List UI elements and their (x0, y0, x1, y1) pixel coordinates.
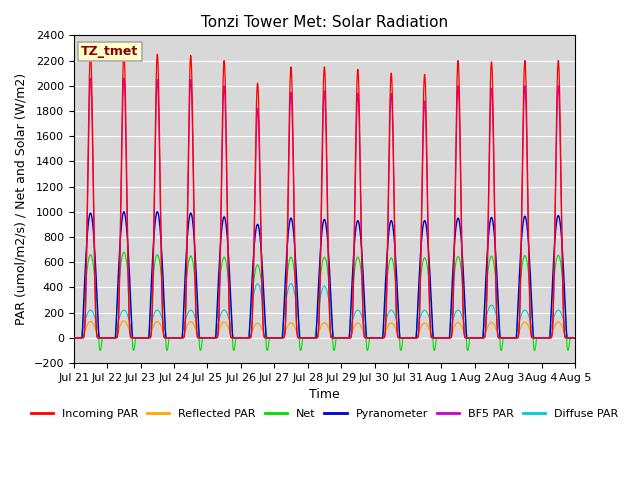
Legend: Incoming PAR, Reflected PAR, Net, Pyranometer, BF5 PAR, Diffuse PAR: Incoming PAR, Reflected PAR, Net, Pyrano… (26, 404, 622, 423)
X-axis label: Time: Time (309, 388, 340, 401)
Title: Tonzi Tower Met: Solar Radiation: Tonzi Tower Met: Solar Radiation (201, 15, 448, 30)
Text: TZ_tmet: TZ_tmet (81, 45, 138, 58)
Y-axis label: PAR (umol/m2/s) / Net and Solar (W/m2): PAR (umol/m2/s) / Net and Solar (W/m2) (15, 73, 28, 325)
